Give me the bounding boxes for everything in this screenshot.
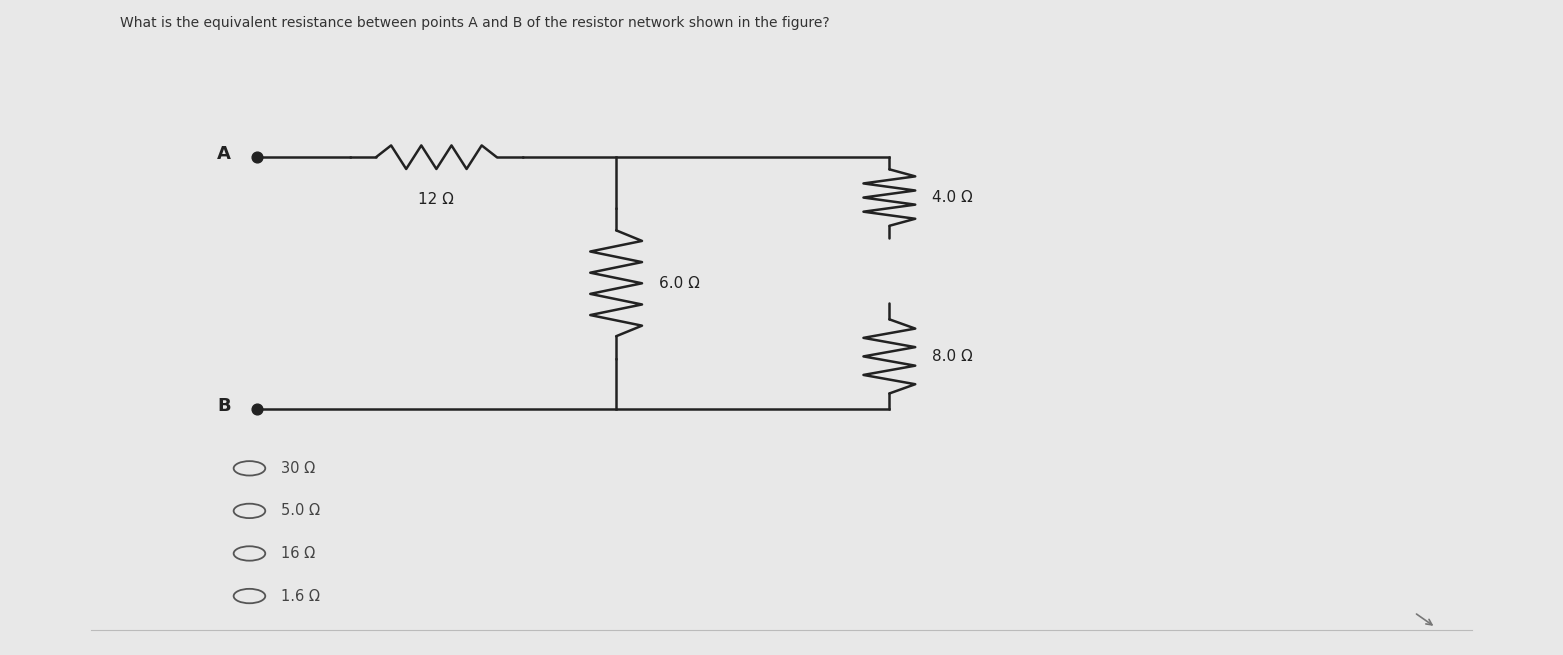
Point <box>244 404 269 415</box>
Text: 30 Ω: 30 Ω <box>281 461 316 476</box>
Text: B: B <box>217 397 231 415</box>
Text: 12 Ω: 12 Ω <box>419 193 455 207</box>
Text: 1.6 Ω: 1.6 Ω <box>281 589 320 603</box>
Point <box>244 152 269 162</box>
Text: 16 Ω: 16 Ω <box>281 546 316 561</box>
Text: A: A <box>217 145 231 163</box>
Text: 4.0 Ω: 4.0 Ω <box>933 190 974 205</box>
Text: 5.0 Ω: 5.0 Ω <box>281 504 320 518</box>
Text: What is the equivalent resistance between points A and B of the resistor network: What is the equivalent resistance betwee… <box>120 16 830 30</box>
Text: 6.0 Ω: 6.0 Ω <box>660 276 700 291</box>
Text: 8.0 Ω: 8.0 Ω <box>933 349 974 364</box>
